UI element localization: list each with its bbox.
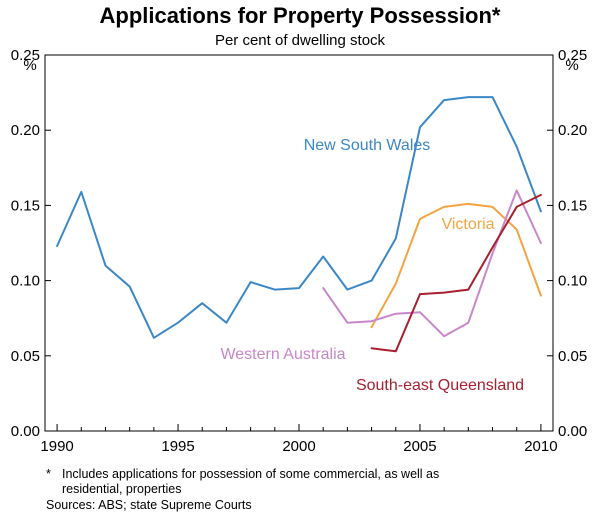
label-south-east-queensland: South-east Queensland (356, 377, 524, 394)
label-western-australia: Western Australia (220, 346, 345, 363)
y-tick-label-left: 0.20 (11, 122, 40, 139)
y-tick-label-right: 0.25 (558, 47, 587, 64)
series-line-south-east-queensland (370, 193, 542, 353)
footnote-sources: Sources: ABS; state Supreme Courts (46, 498, 252, 512)
y-unit-left: % (23, 57, 36, 74)
x-tick-label: 1995 (161, 438, 194, 455)
y-tick-label-left: 0.05 (11, 348, 40, 365)
label-new-south-wales: New South Wales (304, 137, 431, 154)
y-tick-label-left: 0.15 (11, 197, 40, 214)
series-lines (56, 96, 542, 353)
y-tick-label-right: 0.00 (558, 423, 587, 440)
x-tick-label: 2010 (524, 438, 557, 455)
footnote-line2: residential, properties (62, 482, 182, 496)
x-tick-label: 2000 (282, 438, 315, 455)
y-tick-label-right: 0.20 (558, 122, 587, 139)
plot-frame (44, 54, 554, 432)
label-victoria: Victoria (441, 216, 494, 233)
y-tick-label-right: 0.10 (558, 273, 587, 290)
series-line-western-australia (322, 189, 542, 338)
x-tick-label: 2005 (403, 438, 436, 455)
y-tick-label-left: 0.25 (11, 47, 40, 64)
y-tick-label-right: 0.15 (558, 197, 587, 214)
y-tick-label-left: 0.10 (11, 273, 40, 290)
y-tick-label-left: 0.00 (11, 423, 40, 440)
series-line-victoria (370, 202, 542, 329)
axis-ticks: 0.00 0.00 0.05 0.05 0.10 0.10 0.15 0.15 0.20 0.20… (11, 47, 587, 455)
footnote-line1: Includes applications for possession of … (62, 467, 439, 481)
x-tick-label: 1990 (40, 438, 73, 455)
series-line-new-south-wales (56, 96, 542, 339)
footnote-star: * (46, 467, 51, 481)
chart-title: Applications for Property Possession* (100, 3, 501, 28)
y-tick-label-right: 0.05 (558, 348, 587, 365)
chart-subtitle: Per cent of dwelling stock (215, 32, 386, 49)
y-unit-right: % (565, 57, 578, 74)
